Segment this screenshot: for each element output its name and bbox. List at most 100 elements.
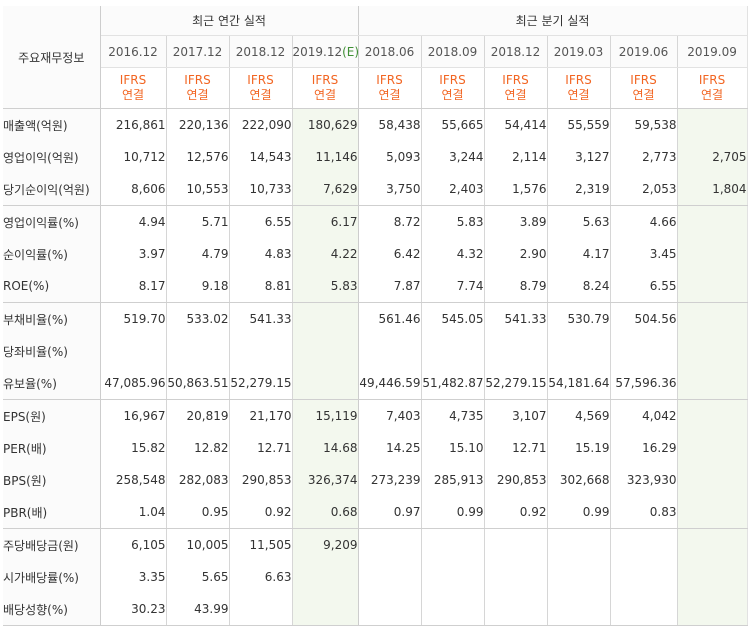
table-cell: 4.32 [421,238,485,270]
table-cell: 5.71 [166,205,230,238]
table-cell: 0.92 [484,496,548,529]
ifrs-label: IFRS 연결 [610,67,678,109]
table-cell: 504.56 [610,302,678,335]
table-cell [677,593,748,626]
table-cell: 16.29 [610,432,678,464]
table-cell [292,335,359,367]
table-cell [677,302,748,335]
table-cell: 1,576 [484,173,548,206]
table-row: ROE(%) 8.17 9.18 8.81 5.83 7.87 7.74 8.79 8.24 6.… [3,270,748,303]
estimate-marker: (E) [342,44,358,59]
period-header: 2018.12 [229,35,293,68]
table-cell: 8.81 [229,270,293,303]
row-label: 영업이익(억원) [3,141,101,173]
row-label: PER(배) [3,432,101,464]
table-cell: 30.23 [100,593,167,626]
table-cell: 4.17 [547,238,611,270]
table-row: PER(배) 15.82 12.82 12.71 14.68 14.25 15.10 12.7… [3,432,748,464]
table-cell: 15.19 [547,432,611,464]
table-cell: 10,553 [166,173,230,206]
ifrs-label: IFRS 연결 [421,67,485,109]
period-header: 2019.03 [547,35,611,68]
ifrs-label: IFRS 연결 [166,67,230,109]
table-cell: 10,712 [100,141,167,173]
table-cell: 4.83 [229,238,293,270]
table-cell: 2,319 [547,173,611,206]
table-row: 영업이익(억원) 10,712 12,576 14,543 11,146 5,093 3,2… [3,141,748,173]
table-cell: 7,629 [292,173,359,206]
table-cell: 7,403 [358,399,422,432]
table-cell: 3.35 [100,561,167,593]
table-cell: 11,505 [229,528,293,561]
table-cell: 11,146 [292,141,359,173]
table-cell [100,335,167,367]
table-cell: 290,853 [484,464,548,496]
table-cell [677,464,748,496]
table-cell: 6.55 [610,270,678,303]
table-cell [610,561,678,593]
ifrs-label: IFRS 연결 [100,67,167,109]
table-cell: 59,538 [610,108,678,141]
table-cell: 54,414 [484,108,548,141]
row-label: 주당배당금(원) [3,528,101,561]
table-cell: 180,629 [292,108,359,141]
table-row: 순이익률(%) 3.97 4.79 4.83 4.22 6.42 4.32 2.90 4.17 3… [3,238,748,270]
table-cell: 15.10 [421,432,485,464]
table-cell: 2,705 [677,141,748,173]
table-cell [484,335,548,367]
table-cell: 4.66 [610,205,678,238]
table-cell [484,593,548,626]
table-row: 당기순이익(억원) 8,606 10,553 10,733 7,629 3,750 2,40… [3,173,748,206]
table-cell [677,108,748,141]
table-cell: 49,446.59 [358,367,422,400]
table-cell: 3,244 [421,141,485,173]
table-cell: 14.25 [358,432,422,464]
table-cell [547,335,611,367]
financial-rows: 매출액(억원) 216,861 220,136 222,090 180,629 58,43… [3,108,748,626]
table-cell [677,205,748,238]
table-cell: 20,819 [166,399,230,432]
table-cell: 12.82 [166,432,230,464]
table-cell: 561.46 [358,302,422,335]
table-cell [677,367,748,400]
table-cell: 47,085.96 [100,367,167,400]
table-cell: 5.83 [292,270,359,303]
table-cell: 10,733 [229,173,293,206]
table-cell [166,335,230,367]
row-label: 순이익률(%) [3,238,101,270]
table-row: 유보율(%) 47,085.96 50,863.51 52,279.15 49,446.… [3,367,748,400]
table-cell: 6.63 [229,561,293,593]
table-cell [547,528,611,561]
table-cell: 4.79 [166,238,230,270]
table-cell: 216,861 [100,108,167,141]
ifrs-label: IFRS 연결 [358,67,422,109]
table-cell: 282,083 [166,464,230,496]
table-cell [358,593,422,626]
table-cell: 3.89 [484,205,548,238]
row-label: 영업이익률(%) [3,205,101,238]
annual-group-header: 최근 연간 실적 [100,6,359,36]
row-label: 부채비율(%) [3,302,101,335]
table-cell: 57,596.36 [610,367,678,400]
table-cell: 4.22 [292,238,359,270]
table-cell: 0.92 [229,496,293,529]
table-cell: 8.17 [100,270,167,303]
table-cell [677,561,748,593]
table-cell: 541.33 [484,302,548,335]
table-cell: 8.79 [484,270,548,303]
table-cell: 5.83 [421,205,485,238]
row-label: 당좌비율(%) [3,335,101,367]
table-cell: 8,606 [100,173,167,206]
financial-summary-table: 주요재무정보 최근 연간 실적 최근 분기 실적 2016.12 2017.12… [3,6,748,626]
table-cell: 8.72 [358,205,422,238]
table-cell: 220,136 [166,108,230,141]
table-cell: 6.17 [292,205,359,238]
period-header: 2019.06 [610,35,678,68]
table-cell: 51,482.87 [421,367,485,400]
group-header-row: 주요재무정보 최근 연간 실적 최근 분기 실적 [3,6,748,109]
table-cell: 4,569 [547,399,611,432]
table-cell: 0.83 [610,496,678,529]
table-cell: 326,374 [292,464,359,496]
table-cell: 4,042 [610,399,678,432]
table-cell: 3,107 [484,399,548,432]
